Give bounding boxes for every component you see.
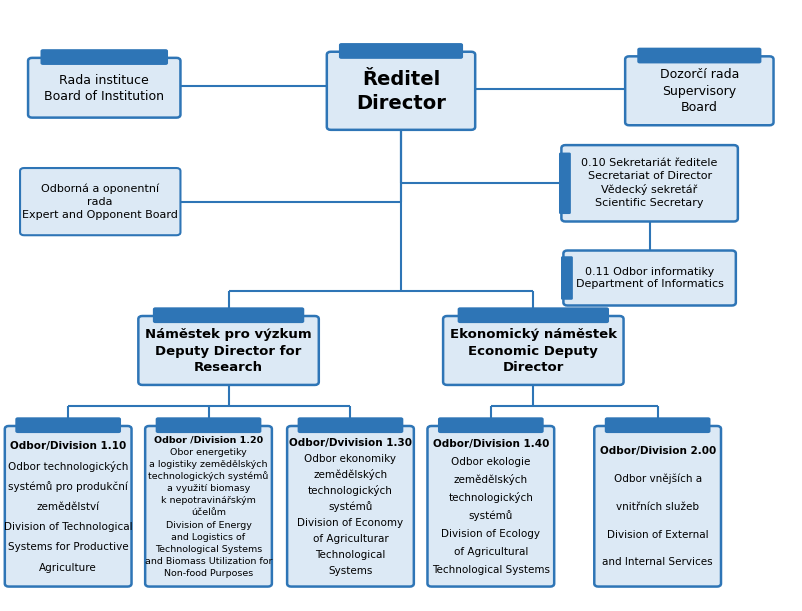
Text: Ředitel
Director: Ředitel Director bbox=[356, 70, 446, 113]
FancyBboxPatch shape bbox=[626, 56, 773, 125]
FancyBboxPatch shape bbox=[339, 43, 463, 59]
FancyBboxPatch shape bbox=[156, 417, 261, 433]
FancyBboxPatch shape bbox=[298, 417, 403, 433]
Text: Odbor /Division 1.20: Odbor /Division 1.20 bbox=[154, 435, 263, 444]
Text: Division of Energy: Division of Energy bbox=[165, 521, 252, 530]
Text: systémů pro produkční: systémů pro produkční bbox=[8, 481, 128, 492]
FancyBboxPatch shape bbox=[605, 417, 711, 433]
Text: Náměstek pro výzkum
Deputy Director for
Research: Náměstek pro výzkum Deputy Director for … bbox=[145, 328, 312, 374]
Text: of Agriculturar: of Agriculturar bbox=[313, 534, 388, 544]
FancyBboxPatch shape bbox=[443, 316, 624, 385]
Text: Agriculture: Agriculture bbox=[39, 563, 97, 573]
Text: technologických: technologických bbox=[308, 485, 393, 496]
Text: Ekonomický náměstek
Economic Deputy
Director: Ekonomický náměstek Economic Deputy Dire… bbox=[450, 328, 617, 374]
Text: Odbor/Division 1.40: Odbor/Division 1.40 bbox=[432, 439, 549, 449]
FancyBboxPatch shape bbox=[561, 256, 573, 300]
Text: a logistiky zemědělských: a logistiky zemědělských bbox=[149, 459, 268, 469]
Text: Technological Systems: Technological Systems bbox=[155, 545, 262, 554]
Text: účelům: účelům bbox=[191, 508, 226, 518]
FancyBboxPatch shape bbox=[638, 48, 761, 64]
Text: and Logistics of: and Logistics of bbox=[172, 533, 245, 542]
FancyBboxPatch shape bbox=[40, 49, 168, 65]
Text: and Biomass Utilization for: and Biomass Utilization for bbox=[145, 557, 272, 566]
Text: Odborná a oponentní
rada
Expert and Opponent Board: Odborná a oponentní rada Expert and Oppo… bbox=[22, 183, 178, 220]
Text: Technological: Technological bbox=[315, 550, 386, 560]
Text: Odbor ekonomiky: Odbor ekonomiky bbox=[305, 454, 396, 464]
Text: Odbor/Dvivision 1.30: Odbor/Dvivision 1.30 bbox=[289, 437, 412, 448]
Text: 0.10 Sekretariát ředitele
Secretariat of Director
Vědecký sekretář
Scientific Se: 0.10 Sekretariát ředitele Secretariat of… bbox=[581, 158, 718, 208]
FancyBboxPatch shape bbox=[327, 52, 475, 130]
Text: a využití biomasy: a využití biomasy bbox=[167, 484, 250, 493]
FancyBboxPatch shape bbox=[5, 426, 132, 587]
Text: Odbor/Division 1.10: Odbor/Division 1.10 bbox=[10, 441, 126, 451]
Text: vnitřních služeb: vnitřních služeb bbox=[616, 502, 699, 512]
FancyBboxPatch shape bbox=[15, 417, 121, 433]
FancyBboxPatch shape bbox=[427, 426, 554, 587]
Text: technologických: technologických bbox=[448, 492, 533, 503]
FancyBboxPatch shape bbox=[458, 307, 609, 323]
Text: Division of Technological: Division of Technological bbox=[4, 522, 132, 532]
Text: systémů: systémů bbox=[328, 502, 373, 512]
Text: Technological Systems: Technological Systems bbox=[431, 565, 550, 574]
Text: zemědělských: zemědělských bbox=[454, 475, 528, 486]
Text: Odbor ekologie: Odbor ekologie bbox=[452, 457, 530, 467]
FancyBboxPatch shape bbox=[438, 417, 544, 433]
Text: Systems for Productive: Systems for Productive bbox=[8, 543, 128, 552]
Text: zemědělství: zemědělství bbox=[37, 502, 99, 512]
FancyBboxPatch shape bbox=[563, 251, 736, 306]
FancyBboxPatch shape bbox=[594, 426, 721, 587]
Text: Non-food Purposes: Non-food Purposes bbox=[164, 569, 253, 579]
FancyBboxPatch shape bbox=[559, 153, 571, 214]
Text: Division of Ecology: Division of Ecology bbox=[441, 529, 541, 539]
Text: of Agricultural: of Agricultural bbox=[454, 547, 528, 557]
FancyBboxPatch shape bbox=[138, 316, 318, 385]
FancyBboxPatch shape bbox=[153, 307, 304, 323]
Text: Division of Economy: Division of Economy bbox=[298, 518, 403, 528]
Text: and Internal Services: and Internal Services bbox=[602, 557, 713, 567]
Text: Rada instituce
Board of Institution: Rada instituce Board of Institution bbox=[44, 73, 164, 103]
FancyBboxPatch shape bbox=[145, 426, 272, 587]
FancyBboxPatch shape bbox=[20, 168, 180, 235]
Text: Obor energetiky: Obor energetiky bbox=[170, 447, 247, 456]
Text: systémů: systémů bbox=[468, 510, 513, 521]
Text: Odbor vnějších a: Odbor vnějších a bbox=[614, 474, 702, 485]
Text: technologických systémů: technologických systémů bbox=[148, 472, 269, 481]
Text: Dozorčí rada
Supervisory
Board: Dozorčí rada Supervisory Board bbox=[660, 68, 739, 114]
FancyBboxPatch shape bbox=[287, 426, 414, 587]
Text: Odbor/Division 2.00: Odbor/Division 2.00 bbox=[600, 447, 715, 456]
Text: Division of External: Division of External bbox=[607, 530, 708, 540]
Text: 0.11 Odbor informatiky
Department of Informatics: 0.11 Odbor informatiky Department of Inf… bbox=[576, 266, 723, 290]
Text: k nepotravinářským: k nepotravinářským bbox=[161, 496, 256, 505]
FancyBboxPatch shape bbox=[28, 58, 180, 117]
Text: zemědělských: zemědělských bbox=[314, 469, 387, 480]
Text: Odbor technologických: Odbor technologických bbox=[8, 461, 128, 472]
Text: Systems: Systems bbox=[328, 566, 373, 576]
FancyBboxPatch shape bbox=[561, 145, 738, 221]
